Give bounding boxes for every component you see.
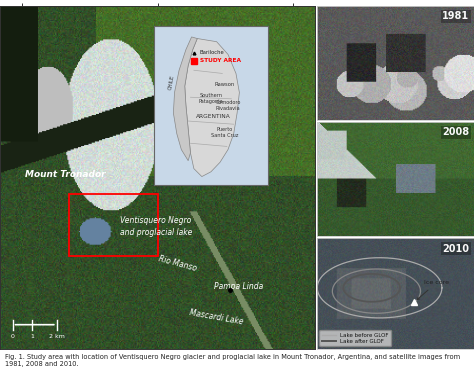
Text: Southern
Patagonia: Southern Patagonia	[199, 93, 223, 104]
Text: Ice core: Ice core	[417, 280, 449, 300]
Text: Rawson: Rawson	[214, 82, 235, 87]
Legend: Lake before GLOF, Lake after GLOF: Lake before GLOF, Lake after GLOF	[319, 330, 391, 346]
Text: 1: 1	[30, 334, 35, 339]
Text: Mascardi Lake: Mascardi Lake	[189, 308, 245, 327]
Text: Mount Tronador: Mount Tronador	[25, 170, 106, 179]
Bar	[69, 194, 157, 256]
Text: 2 km: 2 km	[49, 334, 64, 339]
Text: 2010: 2010	[442, 244, 469, 254]
Polygon shape	[185, 38, 239, 176]
Polygon shape	[173, 37, 197, 161]
Text: Fig. 1. Study area with location of Ventisquero Negro glacier and proglacial lak: Fig. 1. Study area with location of Vent…	[5, 354, 460, 367]
Text: and proglacial lake: and proglacial lake	[120, 228, 192, 238]
Text: CHILE: CHILE	[167, 75, 175, 90]
Text: STUDY AREA: STUDY AREA	[200, 58, 240, 63]
Text: Rio Manso: Rio Manso	[157, 255, 198, 273]
Text: 2008: 2008	[442, 128, 469, 138]
Text: Bariloche: Bariloche	[200, 50, 224, 55]
Text: Pampa Linda: Pampa Linda	[214, 282, 264, 291]
Text: 1981: 1981	[442, 11, 469, 21]
Text: Ventisquero Negro: Ventisquero Negro	[120, 217, 191, 225]
Text: Puerto
Santa Cruz: Puerto Santa Cruz	[211, 127, 238, 138]
Text: Comodoro
Rivadavia: Comodoro Rivadavia	[215, 100, 241, 111]
Text: 0: 0	[11, 334, 15, 339]
Text: ARGENTINA: ARGENTINA	[196, 114, 230, 119]
